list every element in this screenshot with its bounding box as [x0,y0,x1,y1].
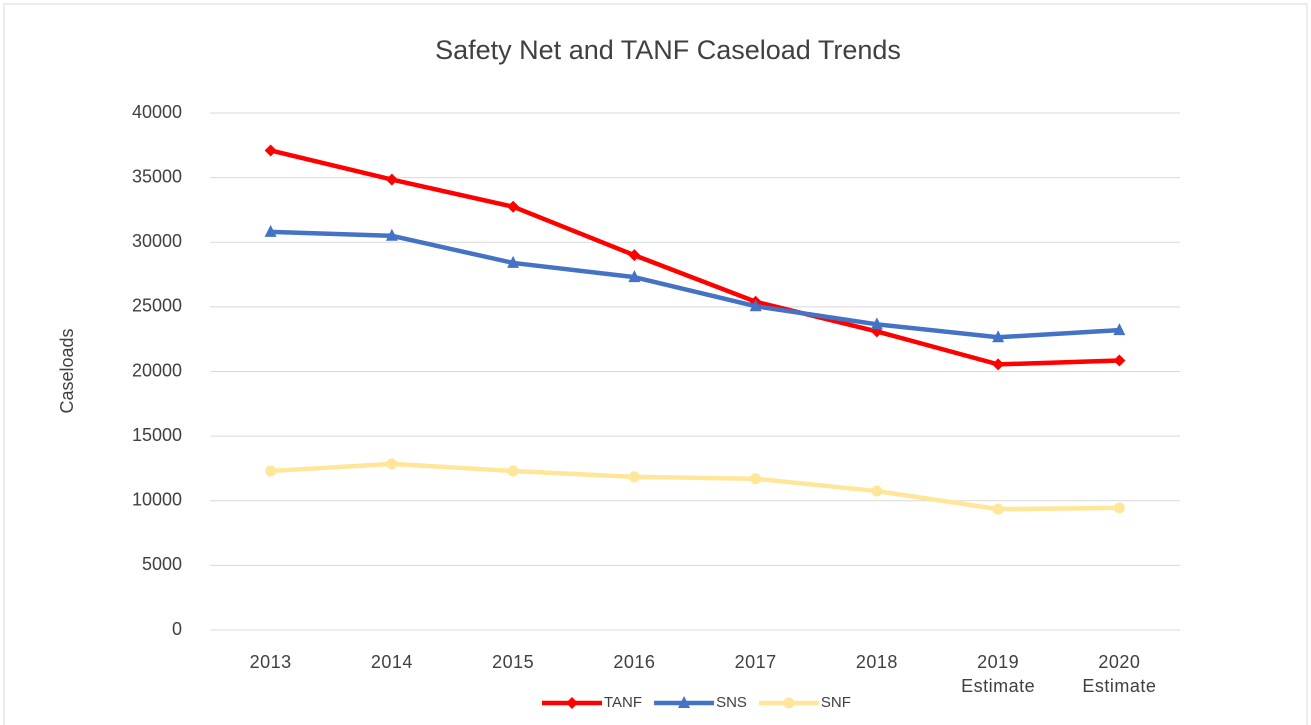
data-point [385,228,398,241]
data-point [628,471,640,483]
data-point [870,317,883,330]
x-tick-label: 2017 [734,652,777,672]
data-point [264,144,277,157]
y-tick-label: 40000 [132,102,182,122]
data-point [507,200,520,213]
y-tick-label: 25000 [132,296,182,316]
y-tick-label: 30000 [132,231,182,251]
data-point [628,270,641,283]
y-tick-label: 15000 [132,425,182,445]
data-point [628,249,641,262]
x-tick-label: 2013 [249,652,292,672]
legend-label: SNS [716,694,747,711]
chart-title: Safety Net and TANF Caseload Trends [435,35,901,65]
data-point [1113,323,1126,336]
x-tick-label: 2019 Estimate [961,652,1036,696]
data-point [1113,354,1126,367]
legend-marker [783,697,795,709]
data-point [385,173,398,186]
data-point [871,485,883,497]
y-axis-label: Caseloads [57,328,77,413]
data-point [992,358,1005,371]
data-point [749,299,762,312]
x-tick-label: 2018 [855,652,898,672]
series-line [270,229,1120,340]
y-tick-label: 10000 [132,490,182,510]
legend-marker [678,696,691,708]
data-point [386,458,398,470]
data-point [1113,502,1125,514]
series-line [270,148,1120,367]
data-point [507,465,519,477]
legend-label: TANF [604,694,642,711]
data-point [265,465,277,477]
data-point [992,330,1005,343]
legend-label: SNF [821,694,851,711]
data-point [992,503,1004,515]
chart-frame [3,3,1308,725]
x-tick-label: 2015 [492,652,535,672]
y-tick-label: 5000 [142,554,182,574]
series-line [270,461,1120,512]
x-tick-label: 2014 [370,652,413,672]
y-tick-label: 0 [172,619,182,639]
data-point [264,224,277,237]
data-point [750,473,762,485]
legend-marker [566,697,578,709]
x-tick-label: 2020 Estimate [1082,652,1157,696]
y-tick-label: 35000 [132,166,182,186]
data-point [507,255,520,268]
y-tick-label: 20000 [132,360,182,380]
x-tick-label: 2016 [613,652,656,672]
